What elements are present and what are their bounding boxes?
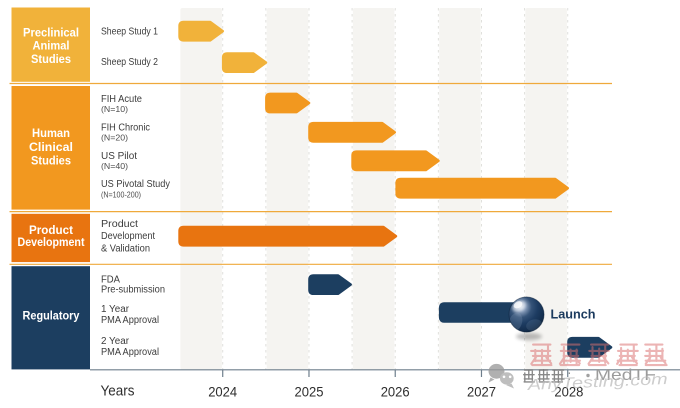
svg-text:Development: Development (18, 235, 85, 249)
svg-text:PMA Approval: PMA Approval (101, 347, 159, 358)
svg-text:Product: Product (29, 223, 73, 237)
svg-text:2026: 2026 (381, 384, 410, 400)
svg-text:1 Year: 1 Year (101, 304, 130, 315)
svg-text:Studies: Studies (31, 52, 71, 66)
svg-text:Years: Years (101, 384, 135, 400)
svg-text:2027: 2027 (467, 384, 496, 400)
svg-text:Preclinical: Preclinical (23, 25, 79, 39)
svg-text:FDA: FDA (101, 274, 120, 285)
svg-text:Human: Human (32, 126, 70, 140)
svg-text:(N=40): (N=40) (101, 162, 128, 171)
svg-text:(N=10): (N=10) (101, 105, 128, 114)
svg-text:Studies: Studies (31, 153, 71, 167)
svg-text:Development: Development (101, 231, 155, 242)
svg-text:2028: 2028 (554, 384, 583, 400)
svg-text:Launch: Launch (551, 307, 596, 322)
svg-text:Product: Product (101, 219, 138, 230)
svg-text:2025: 2025 (295, 384, 324, 400)
svg-text:AnyTesting.com: AnyTesting.com (526, 371, 668, 394)
svg-text:PMA Approval: PMA Approval (101, 315, 159, 326)
svg-text:Regulatory: Regulatory (23, 309, 80, 323)
svg-text:Sheep Study 1: Sheep Study 1 (101, 27, 158, 38)
svg-text:FIH Chronic: FIH Chronic (101, 122, 150, 133)
svg-text:2 Year: 2 Year (101, 336, 130, 347)
svg-text:(N=100-200): (N=100-200) (101, 190, 141, 199)
svg-text:2024: 2024 (208, 384, 237, 400)
svg-text:& Validation: & Validation (101, 243, 150, 254)
svg-text:(N=20): (N=20) (101, 134, 128, 143)
svg-text:MedTF: MedTF (595, 367, 656, 384)
svg-text:Clinical: Clinical (29, 140, 73, 154)
svg-text::: : (568, 368, 572, 383)
svg-text:FIH Acute: FIH Acute (101, 94, 142, 105)
svg-text:US Pilot: US Pilot (101, 151, 137, 162)
svg-text:Sheep Study 2: Sheep Study 2 (101, 57, 158, 68)
svg-text:Pre-submission: Pre-submission (101, 285, 165, 296)
svg-text:Animal: Animal (33, 39, 70, 53)
svg-text:US Pivotal Study: US Pivotal Study (101, 179, 170, 190)
